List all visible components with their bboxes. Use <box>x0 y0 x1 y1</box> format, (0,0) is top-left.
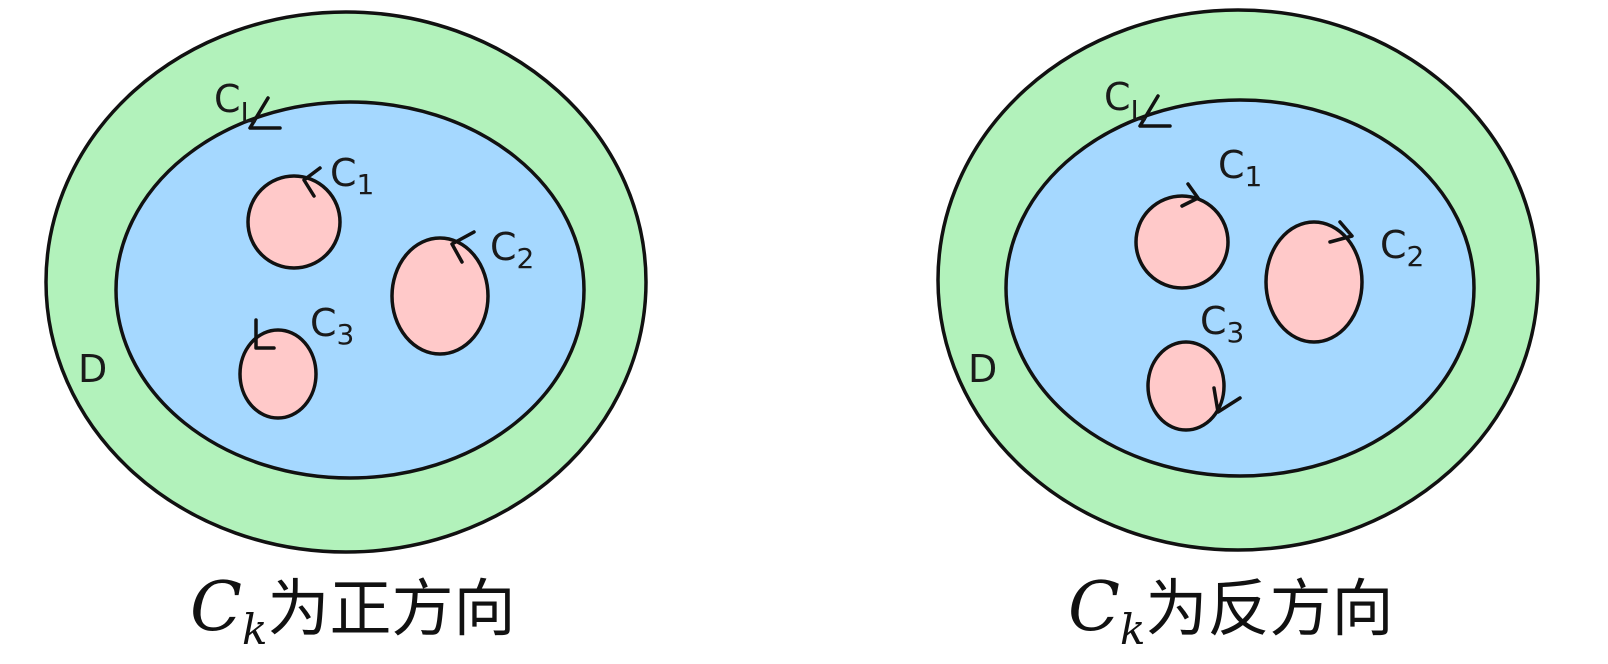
hole-c2-label: C2 <box>1380 223 1424 273</box>
hole-c2-label: C2 <box>490 225 534 275</box>
hole-c2-arrow <box>450 230 476 264</box>
hole-c3-arrow <box>254 318 276 350</box>
hole-c3 <box>1146 340 1226 432</box>
hole-c3 <box>238 328 318 420</box>
hole-c1-arrow <box>1180 182 1200 208</box>
hole-c1 <box>1134 194 1230 290</box>
hole-c1-label: C1 <box>1218 143 1262 193</box>
caption-negative: Ck为反方向 <box>1068 568 1394 654</box>
boundary-cl-arrow <box>1138 94 1172 128</box>
caption-positive: Ck为正方向 <box>190 568 516 654</box>
panel-negative-direction: CL D C1 C2 C3 Ck为反方向 <box>936 8 1540 654</box>
hole-c1-arrow <box>302 166 322 198</box>
hole-c2 <box>390 236 490 356</box>
region-d-blue <box>1004 98 1476 478</box>
hole-c3-label: C3 <box>1200 299 1244 349</box>
hole-c3-label: C3 <box>310 301 354 351</box>
boundary-cl-label: CL <box>1104 75 1147 127</box>
region-d-blue <box>114 100 586 480</box>
panel-positive-direction: CL D C1 C2 C3 Ck为正方向 <box>44 10 648 654</box>
hole-c2 <box>1264 220 1364 344</box>
hole-c2-arrow <box>1328 220 1354 244</box>
hole-c3-arrow <box>1212 386 1242 414</box>
region-d-label: D <box>78 347 107 391</box>
boundary-cl-arrow <box>248 96 282 130</box>
boundary-cl-label: CL <box>214 77 257 129</box>
region-d-label: D <box>968 347 997 391</box>
hole-c1 <box>246 174 342 270</box>
hole-c1-label: C1 <box>330 151 374 201</box>
